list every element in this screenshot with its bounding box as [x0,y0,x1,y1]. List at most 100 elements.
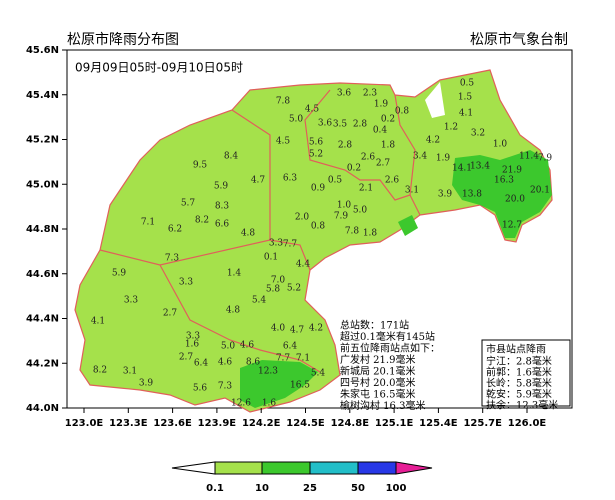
station-value: 12.7 [502,221,522,231]
station-value: 5.2 [287,284,301,294]
heavy-rain-area [240,360,318,408]
legend-label: 10 [255,483,269,494]
station-value: 7.1 [296,354,310,364]
station-value: 5.0 [221,342,236,352]
legend-swatch [309,461,359,475]
x-tick-label: 124.8E [331,418,370,429]
station-value: 1.0 [493,140,508,150]
station-value: 1.5 [458,93,473,103]
x-tick-label: 123.9E [198,418,237,429]
station-value: 2.6 [361,153,376,163]
station-value: 5.6 [193,384,208,394]
legend-swatch [357,461,397,475]
station-value: 0.4 [373,126,388,136]
station-value: 1.6 [185,340,200,350]
station-value: 5.4 [311,369,326,379]
x-tick-label: 123.3E [109,418,148,429]
station-value: 4.7 [251,176,266,186]
station-value: 3.3 [269,239,284,249]
station-value: 3.3 [124,296,139,306]
station-value: 7.7 [276,354,291,364]
station-value: 8.6 [246,358,261,368]
station-value: 5.8 [266,285,281,295]
summary-line: 广发村 21.9毫米 [340,353,415,366]
legend-label: 100 [386,483,407,494]
legend-swatch [214,461,263,475]
map-source: 松原市气象台制 [470,31,568,48]
station-value: 3.6 [337,89,352,99]
station-value: 4.6 [240,341,255,351]
station-value: 2.7 [179,353,194,363]
station-value: 9.5 [193,161,208,171]
period: 09月09日05时-09月10日05时 [75,61,243,75]
station-value: 1.0 [337,201,352,211]
station-value: 21.9 [502,166,522,176]
station-value: 12.3 [258,367,278,377]
station-value: 4.8 [241,229,256,239]
y-tick-label: 44.6N [26,269,59,280]
y-tick-label: 45.6N [26,45,59,56]
station-value: 3.6 [318,119,333,129]
station-value: 3.3 [186,332,201,342]
legend-label: 50 [351,483,365,494]
y-tick-label: 45.2N [26,135,59,146]
station-value: 4.5 [276,137,291,147]
station-value: 1.9 [436,154,451,164]
station-value: 7.7 [283,240,298,250]
county-borders [99,89,421,373]
station-value: 4.1 [459,109,473,119]
station-value: 8.3 [215,202,230,212]
station-value: 2.3 [363,89,378,99]
county-row: 乾安：5.9毫米 [486,388,552,401]
county-row: 扶余：12.3毫米 [486,399,558,412]
station-value: 8.4 [224,152,239,162]
legend-label: 25 [303,483,317,494]
station-value: 2.7 [163,309,178,319]
legend-label: 0.1 [206,483,224,494]
station-value: 3.3 [179,278,194,288]
station-value: 6.2 [168,225,182,235]
station-value: 6.4 [283,342,298,352]
station-value: 20.0 [505,195,525,205]
station-value: 7.3 [218,382,233,392]
county-box [481,339,571,407]
station-value: 2.8 [353,120,368,130]
station-value: 1.6 [262,399,277,409]
summary-line: 四号村 20.0毫米 [340,376,415,389]
station-value: 4.0 [271,324,286,334]
station-value: 1.4 [227,269,242,279]
heavy-rain-area [452,150,552,238]
y-tick-label: 44.4N [26,314,59,325]
x-tick-label: 124.2E [242,418,281,429]
station-value: 13.4 [470,162,490,172]
station-value: 4.6 [218,358,233,368]
station-value: 3.5 [333,120,348,130]
station-value: 0.9 [311,184,326,194]
station-value: 7.9 [334,212,349,222]
station-value: 2.6 [385,176,400,186]
station-value: 0.5 [328,176,343,186]
station-value: 1.9 [374,100,389,110]
summary-line: 前五位降雨站点如下： [340,342,440,355]
station-value: 3.2 [471,129,485,139]
dry-gap [425,82,445,118]
station-value: 7.8 [276,97,291,107]
station-value: 8.2 [195,216,209,226]
x-tick-label: 125.1E [375,418,414,429]
station-value: 3.1 [405,186,419,196]
station-value: 0.2 [347,164,361,174]
station-value: 11.4 [519,152,539,162]
station-value: 4.2 [309,324,323,334]
station-value: 4.4 [296,260,311,270]
y-tick-label: 45.4N [26,90,59,101]
station-value: 6.3 [283,174,298,184]
summary-line: 总站数：171站 [340,319,409,332]
station-value: 7.9 [538,154,553,164]
station-value: 2.8 [338,141,353,151]
station-value: 5.6 [309,138,324,148]
station-value: 3.9 [139,379,154,389]
station-value: 4.7 [290,326,305,336]
county-title: 市县站点降雨 [486,343,546,356]
station-value: 2.7 [376,159,391,169]
